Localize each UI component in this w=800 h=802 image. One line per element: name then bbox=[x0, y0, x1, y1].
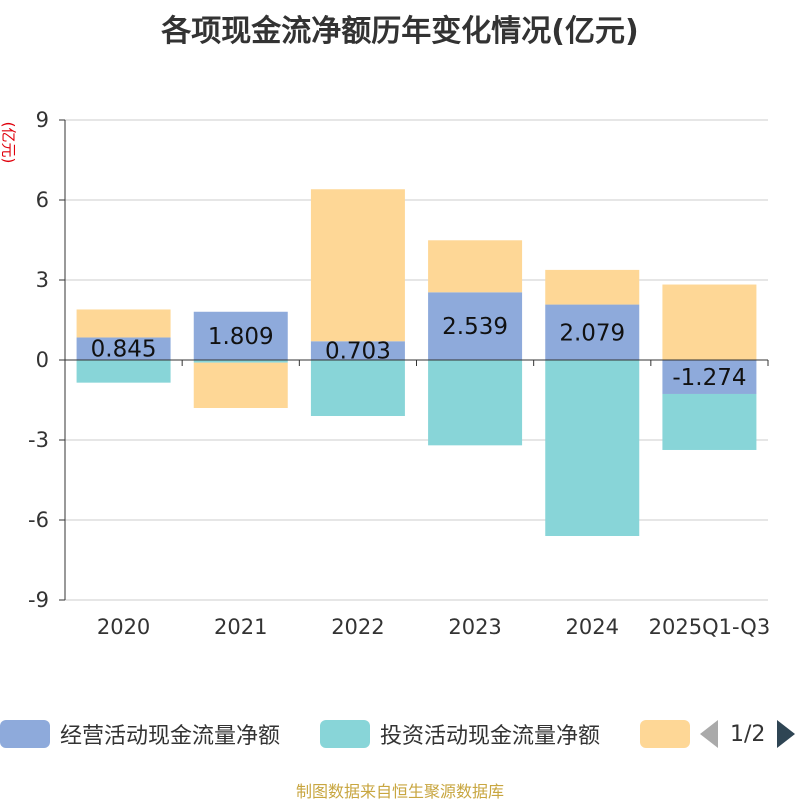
legend-item-financing[interactable] bbox=[640, 716, 690, 752]
x-tick-label: 2024 bbox=[566, 615, 619, 639]
bar-segment-s1-5 bbox=[662, 393, 757, 450]
legend-swatch-investing bbox=[320, 720, 370, 748]
data-label: 0.845 bbox=[91, 337, 157, 363]
data-label: 1.809 bbox=[208, 324, 274, 350]
legend-page-indicator: 1/2 bbox=[730, 721, 766, 747]
legend-label-investing: 投资活动现金流量净额 bbox=[380, 724, 601, 749]
legend-label-operating: 经营活动现金流量净额 bbox=[60, 724, 281, 749]
bar-segment-s2-4 bbox=[545, 269, 640, 305]
bar-segment-s0-5 bbox=[662, 360, 757, 394]
legend-pager: 1/2 bbox=[700, 716, 796, 752]
y-tick-label: -3 bbox=[28, 428, 49, 452]
y-tick-label: 6 bbox=[36, 188, 49, 212]
data-label: -1.274 bbox=[672, 365, 746, 391]
bar-segment-s0-4 bbox=[545, 304, 640, 360]
bar-segment-s1-1 bbox=[193, 360, 288, 363]
bar-segment-s0-3 bbox=[428, 292, 523, 360]
stacked-bar-chart: 9 6 3 0 -3 -6 -9 2020 2021 2022 2023 2024 2025Q1-Q3 0… bbox=[28, 108, 771, 639]
y-tick-label: 3 bbox=[36, 268, 49, 292]
legend: 经营活动现金流量净额 投资活动现金流量净额 1/2 bbox=[0, 716, 800, 752]
legend-item-operating[interactable]: 经营活动现金流量净额 bbox=[0, 716, 280, 752]
legend-next-page-icon[interactable] bbox=[777, 720, 796, 748]
bar-segment-s2-1 bbox=[193, 362, 288, 408]
legend-item-investing[interactable]: 投资活动现金流量净额 bbox=[320, 716, 600, 752]
bar-segment-s2-5 bbox=[662, 284, 757, 360]
x-tick-label: 2022 bbox=[331, 615, 384, 639]
bar-segment-s1-3 bbox=[428, 360, 523, 446]
bar-segment-s2-0 bbox=[76, 309, 171, 338]
bar-segment-s2-3 bbox=[428, 240, 523, 293]
bar-segment-s1-2 bbox=[310, 360, 405, 416]
x-tick-label: 2025Q1-Q3 bbox=[649, 615, 771, 639]
data-label: 2.079 bbox=[559, 320, 625, 346]
x-tick-label: 2020 bbox=[97, 615, 150, 639]
x-tick-label: 2023 bbox=[448, 615, 501, 639]
bar-segment-s0-0 bbox=[76, 337, 171, 360]
y-tick-label: -6 bbox=[28, 508, 49, 532]
legend-swatch-operating bbox=[0, 720, 50, 748]
x-tick-label: 2021 bbox=[214, 615, 267, 639]
y-tick-label: 0 bbox=[36, 348, 49, 372]
bar-segment-s1-4 bbox=[545, 360, 640, 536]
data-source-note: 制图数据来自恒生聚源数据库 bbox=[295, 782, 504, 801]
bar-segment-s2-2 bbox=[310, 189, 405, 342]
data-label: 0.703 bbox=[325, 339, 391, 365]
bar-segment-s0-2 bbox=[310, 341, 405, 360]
legend-swatch-financing bbox=[640, 720, 690, 748]
y-tick-label: -9 bbox=[28, 588, 49, 612]
y-tick-label: 9 bbox=[36, 108, 49, 132]
bar-segment-s0-1 bbox=[193, 311, 288, 360]
legend-prev-page-icon[interactable] bbox=[700, 720, 718, 748]
bar-segment-s1-0 bbox=[76, 360, 171, 383]
data-label: 2.539 bbox=[442, 314, 508, 340]
chart-title: 各项现金流净额历年变化情况(亿元) bbox=[161, 14, 639, 49]
